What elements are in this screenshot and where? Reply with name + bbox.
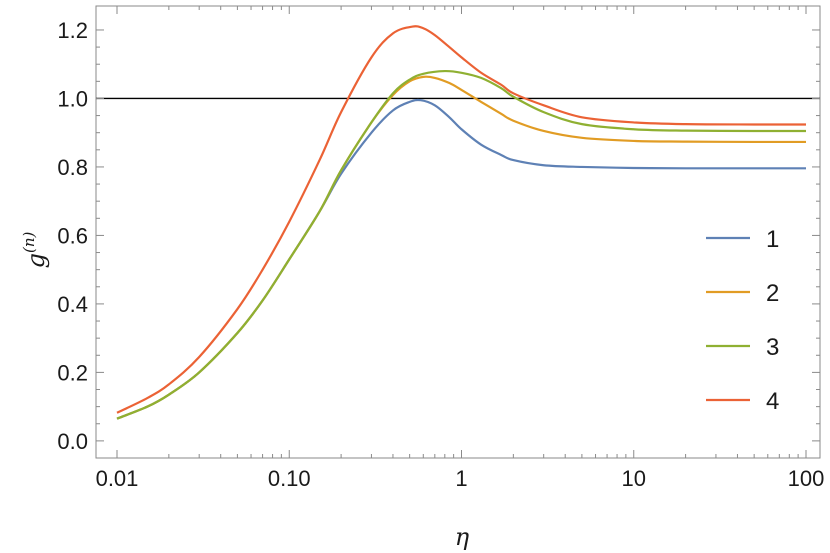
y-axis-label-base: g — [22, 253, 50, 268]
x-axis-label: η — [455, 523, 470, 551]
y-tick-label: 0.2 — [57, 360, 88, 385]
legend-label-1: 1 — [766, 226, 779, 253]
series-line-1 — [116, 98, 806, 420]
legend-label-4: 4 — [766, 388, 779, 415]
legend-label-3: 3 — [766, 334, 779, 361]
legend-label-2: 2 — [766, 280, 779, 307]
x-tick-label: 10 — [622, 466, 646, 491]
y-tick-label: 1.2 — [57, 18, 88, 43]
y-axis-label-superscript: (n) — [20, 231, 38, 253]
y-tick-label: 0.4 — [57, 292, 88, 317]
y-tick-label: 1.0 — [57, 86, 88, 111]
series-line-4 — [116, 25, 807, 414]
y-tick-label: 0.0 — [57, 429, 88, 454]
y-tick-label: 0.8 — [57, 155, 88, 180]
series-line-3 — [116, 69, 807, 420]
x-tick-label: 0.01 — [96, 466, 139, 491]
plot-frame — [95, 5, 821, 459]
y-tick-label: 0.6 — [57, 223, 88, 248]
x-tick-label: 100 — [788, 466, 825, 491]
y-axis-label: g(n) — [20, 231, 50, 268]
x-tick-label: 1 — [455, 466, 467, 491]
x-tick-label: 0.10 — [268, 466, 311, 491]
